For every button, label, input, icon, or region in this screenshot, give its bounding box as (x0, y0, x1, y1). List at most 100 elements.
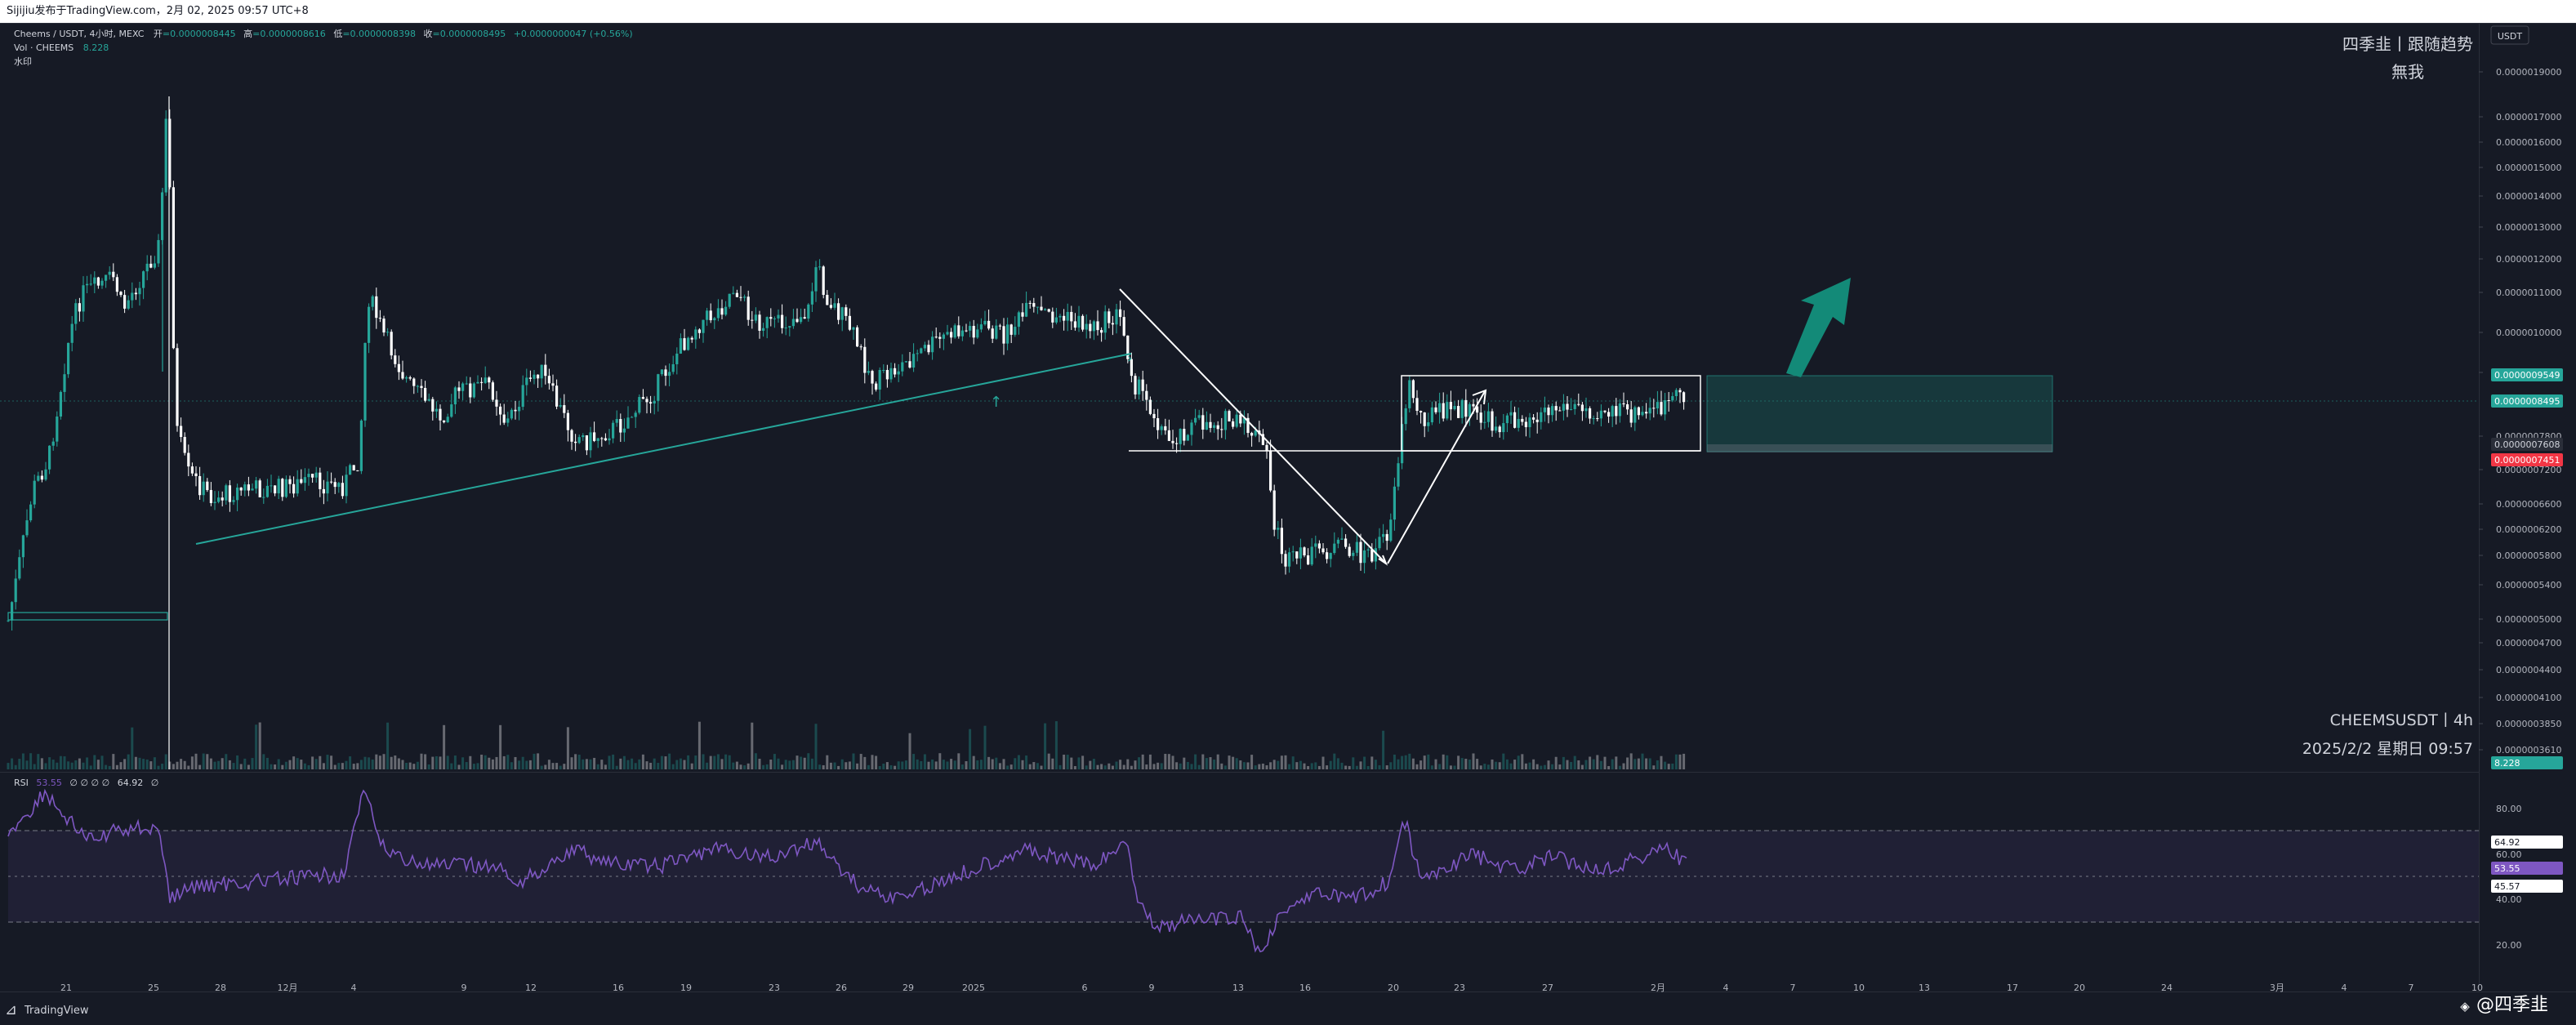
rsi-axis[interactable]: 80.00 60.00 40.00 20.00 (2496, 804, 2522, 951)
price-badge-text: 0.0000008495 (2494, 396, 2560, 407)
currency-button[interactable] (2490, 25, 2529, 45)
legend-row-1: Cheems / USDT, 4小时, MEXC 开=0.0000008445 … (14, 28, 633, 39)
price-tick-label: 0.0000006600 (2496, 499, 2561, 510)
legend-vol-value: 8.228 (83, 42, 109, 53)
time-tick-label: 13 (1232, 983, 1244, 993)
rsi-legend-params: ∅ ∅ ∅ ∅ (69, 778, 109, 788)
time-tick-label: 20 (2074, 983, 2085, 993)
price-tick-label: 0.0000012000 (2496, 254, 2561, 265)
time-tick-label: 23 (1454, 983, 1465, 993)
descending-line-head (1378, 555, 1388, 566)
time-tick-label: 23 (769, 983, 780, 993)
price-badge: 0.0000009549 (2491, 368, 2563, 381)
time-tick-label: 2025 (962, 983, 985, 993)
trendline-end-arrow: › (1127, 350, 1132, 366)
price-tick-label: 0.0000005000 (2496, 614, 2561, 625)
rsi-badge: 45.57 (2491, 880, 2563, 893)
rsi-badge-text: 64.92 (2494, 837, 2520, 848)
time-tick-label: 25 (148, 983, 159, 993)
target-zone[interactable] (1706, 375, 2053, 452)
rsi-badge-text: 53.55 (2494, 863, 2520, 874)
rsi-legend-label: RSI (14, 778, 29, 788)
candlesticks (7, 96, 1686, 769)
rsi-tick-label: 60.00 (2496, 849, 2522, 860)
time-tick-label: 13 (1919, 983, 1930, 993)
legend-close: =0.0000008495 (433, 29, 506, 39)
price-tick-label: 0.0000004400 (2496, 665, 2561, 675)
rsi-tick-label: 40.00 (2496, 894, 2522, 905)
price-tick-label: 0.0000006200 (2496, 524, 2561, 535)
time-tick-label: 24 (2161, 983, 2173, 993)
legend-close-label: 收 (424, 28, 433, 39)
legend-row-2: Vol · CHEEMS 8.228 (14, 42, 109, 53)
time-tick-label: 4 (351, 983, 357, 993)
symbol-stamp-line-1: CHEEMSUSDT丨4h (2330, 711, 2473, 729)
time-tick-label: 9 (1149, 983, 1155, 993)
legend-open-label: 开 (154, 29, 163, 39)
time-tick-label: 16 (1299, 983, 1311, 993)
time-axis[interactable]: 21 25 28 12月 4 9 12 16 19 23 26 29 2025 6 9 13 16 20 23 27 2… (60, 983, 2483, 993)
price-badge: 0.0000008495 (2491, 394, 2563, 408)
target-arrow[interactable] (1786, 278, 1851, 377)
symbol-stamp-line-2: 2025/2/2 星期日 09:57 (2302, 740, 2473, 758)
price-tick-label: 0.0000005800 (2496, 550, 2561, 561)
price-badge-text: 0.0000007608 (2494, 439, 2560, 450)
time-tick-label: 26 (836, 983, 847, 993)
price-badge: 0.0000007608 (2491, 438, 2563, 451)
time-tick-label: 12 (525, 983, 537, 993)
price-tick-label: 0.0000003850 (2496, 719, 2561, 729)
price-tick-label: 0.0000005400 (2496, 580, 2561, 590)
legend-symbol: Cheems / USDT, 4小时, MEXC (14, 29, 145, 39)
time-tick-label: 4 (1723, 983, 1729, 993)
price-badges: 0.0000009549 0.0000008495 0.0000007608 0.00… (2491, 368, 2563, 769)
legend-vol-label: Vol · CHEEMS (14, 42, 74, 53)
watermark-line-1: 四季韭丨跟随趋势 (2342, 34, 2473, 54)
ascending-trendline[interactable] (195, 353, 1132, 545)
price-badge-text: 0.0000009549 (2494, 370, 2560, 381)
time-tick-label: 7 (1790, 983, 1796, 993)
price-tick-label: 0.0000003610 (2496, 745, 2561, 755)
price-tick-label: 0.0000016000 (2496, 137, 2561, 148)
legend-low: =0.0000008398 (342, 29, 416, 39)
time-tick-label: 16 (613, 983, 624, 993)
time-tick-label: 19 (680, 983, 692, 993)
price-tick-label: 0.0000017000 (2496, 112, 2561, 123)
rsi-legend-value-3: ∅ (151, 778, 159, 788)
price-axis[interactable]: 0.0000019000 0.0000017000 0.0000016000 0.00… (2479, 67, 2561, 755)
time-tick-label: 3月 (2270, 983, 2284, 993)
trendline-marker-arrow: ↑ (990, 394, 1002, 411)
time-tick-label: 29 (902, 983, 914, 993)
price-tick-label: 0.0000010000 (2496, 328, 2561, 338)
time-tick-label: 2月 (1651, 983, 1665, 993)
rsi-line (7, 788, 1687, 953)
price-tick-label: 0.0000013000 (2496, 222, 2561, 233)
time-tick-label: 4 (2342, 983, 2347, 993)
breakout-arrow-head (1472, 389, 1487, 405)
price-tick-label: 0.0000007200 (2496, 465, 2561, 475)
author-badge-icon: ◈ (2460, 999, 2470, 1014)
rsi-badge-text: 45.57 (2494, 881, 2520, 892)
support-box[interactable] (7, 612, 168, 621)
rsi-legend-value-2: 64.92 (118, 778, 144, 788)
footer-brand[interactable]: TradingView (24, 1005, 89, 1017)
time-tick-label: 7 (2409, 983, 2414, 993)
currency-button-label[interactable]: USDT (2498, 31, 2523, 42)
legend-change: +0.0000000047 (+0.56%) (514, 29, 633, 39)
tradingview-logo-icon[interactable]: ⊿ (5, 1001, 17, 1018)
breakout-arrow[interactable] (1387, 390, 1486, 564)
price-tick-label: 0.0000015000 (2496, 163, 2561, 173)
legend-high-label: 高 (243, 28, 252, 39)
descending-line[interactable] (1119, 288, 1387, 564)
price-tick-label: 0.0000014000 (2496, 191, 2561, 202)
price-tick-label: 0.0000019000 (2496, 67, 2561, 78)
legend-low-label: 低 (333, 29, 342, 39)
rsi-tick-label: 80.00 (2496, 804, 2522, 814)
price-tick-label: 0.0000011000 (2496, 287, 2561, 298)
consolidation-box[interactable] (1401, 375, 1701, 452)
time-tick-label: 17 (2007, 983, 2018, 993)
time-tick-label: 28 (215, 983, 226, 993)
time-tick-label: 10 (1853, 983, 1865, 993)
rsi-badges: 64.92 53.55 45.57 (2491, 836, 2563, 893)
